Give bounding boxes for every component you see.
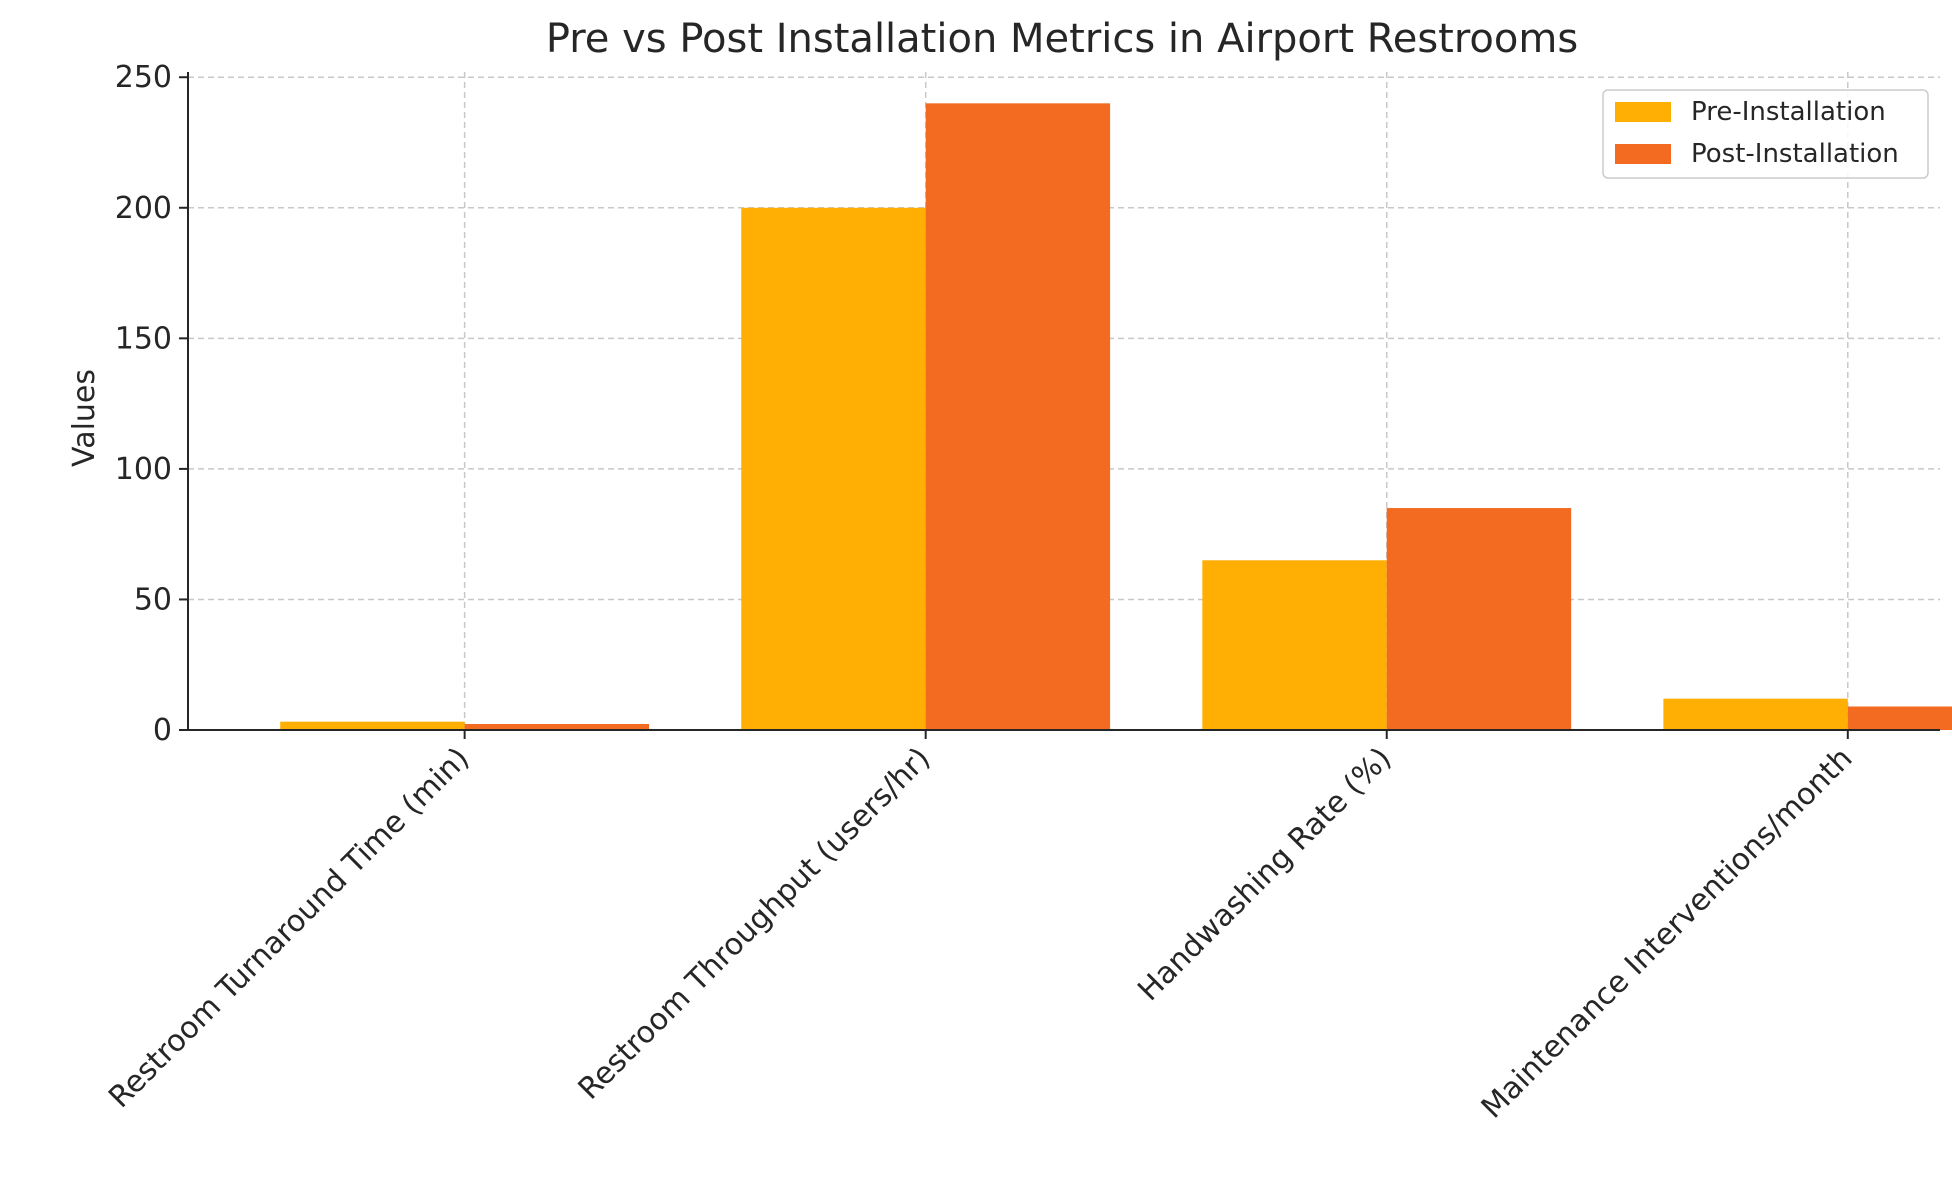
y-tick-label: 100 (115, 452, 172, 487)
bar-pre-2 (1202, 560, 1387, 730)
legend-box (1602, 89, 1929, 179)
y-tick-label: 150 (115, 321, 172, 356)
legend-label: Post-Installation (1691, 139, 1899, 169)
y-tick-label: 0 (153, 713, 172, 748)
bar-post-3 (1847, 706, 1952, 730)
legend-swatch (1615, 102, 1671, 122)
legend-label: Pre-Installation (1691, 97, 1886, 127)
bars (280, 103, 1952, 731)
y-tick-label: 50 (134, 582, 172, 617)
legend: Pre-Installation Post-Installation (1602, 89, 1929, 179)
chart-title: Pre vs Post Installation Metrics in Airp… (546, 16, 1578, 62)
legend-swatch (1615, 144, 1671, 164)
y-tick-label: 250 (115, 60, 172, 95)
y-tick-label: 200 (115, 191, 172, 226)
bar-pre-0 (280, 721, 465, 730)
bar-post-0 (464, 723, 650, 730)
bar-post-1 (925, 103, 1111, 731)
y-axis-label: Values (67, 369, 102, 467)
axes (179, 72, 1940, 739)
bar-post-2 (1386, 508, 1572, 730)
bar-pre-3 (1663, 698, 1848, 730)
bar-pre-1 (741, 207, 926, 730)
